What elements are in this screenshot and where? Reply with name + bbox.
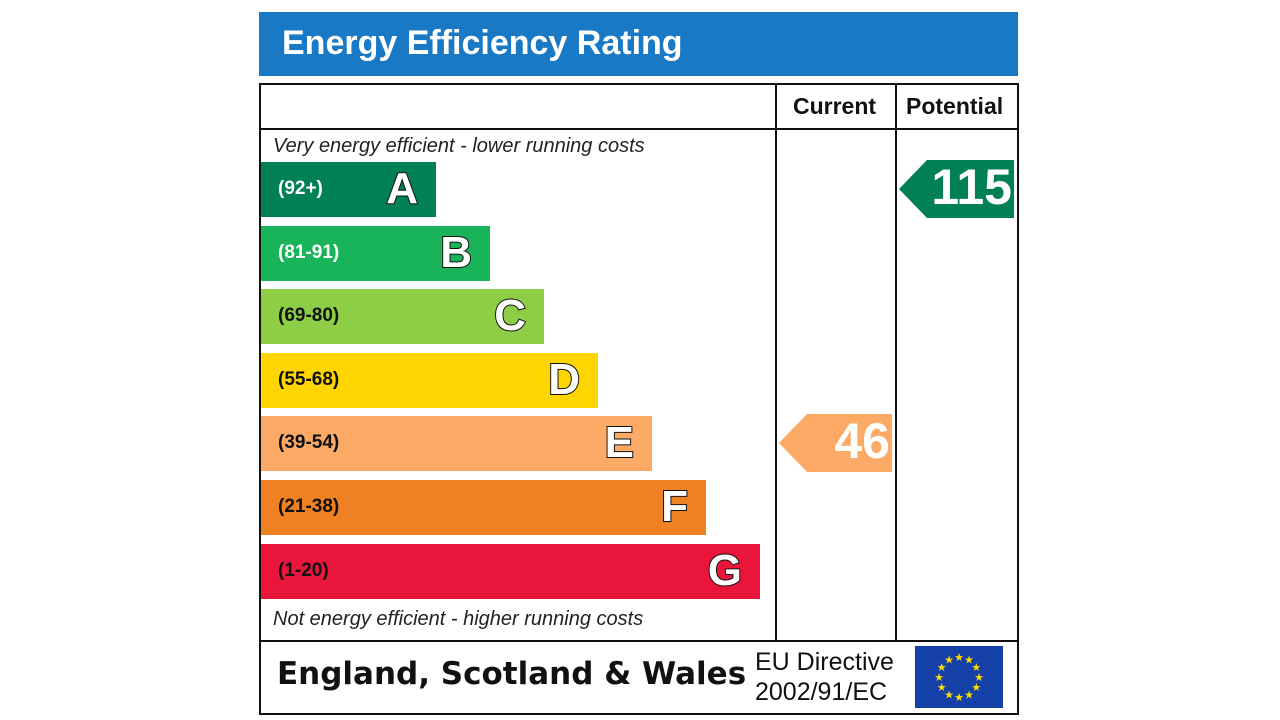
chart-title: Energy Efficiency Rating [282, 24, 683, 62]
band-e: (39-54) E [261, 416, 652, 472]
potential-rating-arrow: 115 [899, 159, 1014, 223]
band-c: (69-80) C [261, 289, 544, 345]
band-letter: F [660, 481, 689, 532]
region-label: England, Scotland & Wales [277, 656, 747, 692]
directive-line1: EU Directive [755, 648, 894, 676]
footer: England, Scotland & Wales EU Directive 2… [261, 642, 1017, 713]
star-icon: ★ [974, 672, 984, 684]
band-range: (92+) [278, 178, 323, 199]
star-icon: ★ [944, 689, 954, 701]
band-letter: E [604, 417, 635, 468]
top-note: Very energy efficient - lower running co… [273, 135, 645, 157]
eu-flag-icon: ★ ★ ★ ★ ★ ★ ★ ★ ★ ★ ★ ★ [915, 646, 1003, 708]
band-letter: D [547, 354, 581, 405]
potential-rating-value: 115 [931, 159, 1012, 215]
band-letter: A [385, 163, 419, 214]
band-letter: C [493, 290, 527, 341]
current-header: Current [793, 93, 877, 119]
star-icon: ★ [954, 652, 964, 664]
band-range: (21-38) [278, 496, 340, 517]
footer-divider [261, 640, 1017, 642]
bottom-note: Not energy efficient - higher running co… [273, 608, 644, 630]
directive-line2: 2002/91/EC [755, 678, 888, 706]
current-rating-value: 46 [834, 413, 890, 470]
band-f: (21-38) F [261, 480, 706, 535]
band-range: (69-80) [278, 305, 340, 327]
star-icon: ★ [971, 682, 981, 694]
band-range: (39-54) [278, 432, 340, 454]
band-range: (81-91) [278, 241, 340, 263]
band-letter: G [707, 545, 743, 596]
potential-header: Potential [906, 93, 1004, 119]
band-a: (92+) A [261, 162, 436, 217]
star-icon: ★ [964, 689, 974, 701]
band-g: (1-20) G [261, 543, 760, 599]
band-b: (81-91) B [261, 225, 490, 281]
rating-table: Current Potential Very energy efficient … [259, 83, 1019, 715]
star-icon: ★ [964, 655, 974, 667]
star-icon: ★ [944, 655, 954, 667]
band-letter: B [439, 227, 473, 278]
band-d: (55-68) D [261, 352, 598, 408]
potential-column-divider [895, 85, 897, 642]
current-column-divider [775, 85, 777, 642]
star-icon: ★ [971, 662, 981, 674]
star-icon: ★ [954, 692, 964, 704]
band-range: (1-20) [278, 559, 329, 581]
star-icon: ★ [934, 672, 944, 684]
header-divider [261, 128, 1017, 130]
title-bar: Energy Efficiency Rating [259, 12, 1018, 76]
star-icon: ★ [937, 662, 947, 674]
band-range: (55-68) [278, 368, 340, 390]
star-icon: ★ [937, 682, 947, 694]
current-rating-arrow: 46 [779, 413, 892, 477]
